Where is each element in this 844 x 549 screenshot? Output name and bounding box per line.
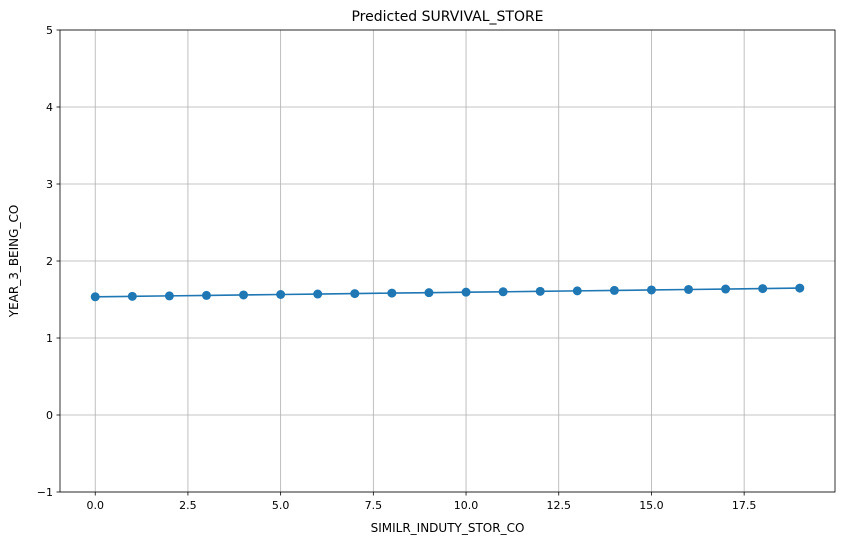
data-point <box>90 292 100 302</box>
data-point <box>239 290 249 300</box>
x-tick-label: 17.5 <box>732 499 757 512</box>
data-point <box>350 289 360 299</box>
data-point <box>795 283 805 293</box>
data-point <box>164 291 174 301</box>
data-point <box>127 291 137 301</box>
data-point <box>535 286 545 296</box>
y-tick-label: 3 <box>46 178 53 191</box>
ticks: 0.0 2.5 5.0 7.5 10.0 12.5 15.0 17.5 −1 0 1 2 3 4 5 <box>37 24 757 512</box>
data-point <box>721 284 731 294</box>
y-tick-label: −1 <box>37 486 53 499</box>
x-tick-label: 10.0 <box>454 499 479 512</box>
y-axis-label: YEAR_3_BEING_CO <box>7 205 21 319</box>
y-tick-label: 1 <box>46 332 53 345</box>
data-point <box>572 286 582 296</box>
y-tick-label: 4 <box>46 101 53 114</box>
grid <box>60 29 835 493</box>
data-point <box>424 288 434 298</box>
chart-title: Predicted SURVIVAL_STORE <box>351 9 543 25</box>
series-layer <box>90 283 805 302</box>
data-point <box>684 284 694 294</box>
data-point <box>758 284 768 294</box>
x-tick-label: 12.5 <box>546 499 571 512</box>
data-point <box>461 287 471 297</box>
x-tick-label: 0.0 <box>86 499 104 512</box>
data-point <box>201 290 211 300</box>
series-line <box>95 287 800 298</box>
data-point <box>646 285 656 295</box>
y-tick-label: 0 <box>46 409 53 422</box>
data-point <box>498 287 508 297</box>
data-point <box>387 288 397 298</box>
y-tick-label: 2 <box>46 255 53 268</box>
x-tick-label: 5.0 <box>272 499 290 512</box>
x-axis-label: SIMILR_INDUTY_STOR_CO <box>371 521 525 535</box>
data-point <box>609 285 619 295</box>
x-tick-label: 2.5 <box>179 499 197 512</box>
y-tick-label: 5 <box>46 24 53 37</box>
data-point <box>276 289 286 299</box>
x-tick-label: 15.0 <box>639 499 664 512</box>
x-tick-label: 7.5 <box>365 499 383 512</box>
data-point <box>313 289 323 299</box>
